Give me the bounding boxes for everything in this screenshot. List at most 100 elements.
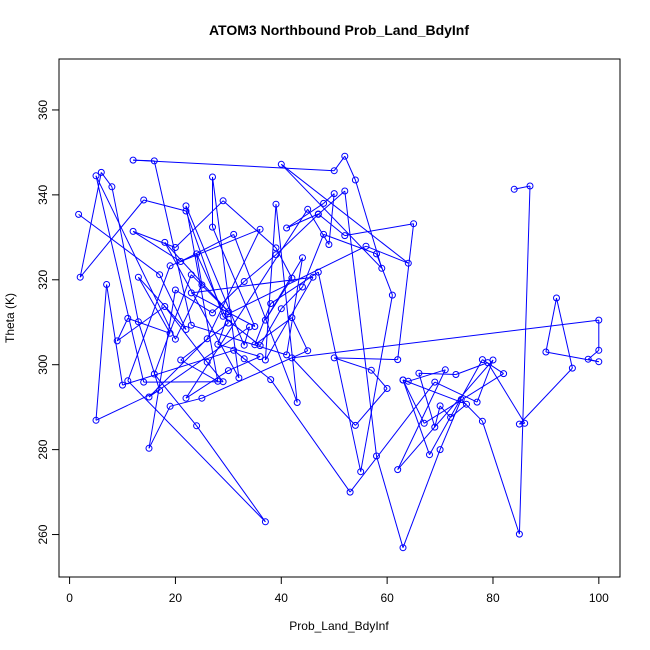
series-segment — [148, 289, 176, 449]
series-segment — [164, 242, 240, 379]
series-segment — [143, 199, 187, 212]
data-point — [124, 377, 132, 385]
x-tick-label: 40 — [275, 591, 289, 605]
series-segment — [365, 245, 409, 264]
series-segment — [228, 356, 261, 372]
series-segment — [79, 199, 145, 278]
series-segment — [418, 372, 456, 375]
data-point — [145, 444, 153, 452]
series-segment — [254, 303, 272, 345]
data-point — [161, 303, 169, 310]
data-point — [272, 244, 280, 252]
series-segment — [439, 399, 462, 450]
y-tick-label: 280 — [36, 439, 50, 459]
series-segment — [153, 160, 192, 326]
data-point — [209, 309, 216, 317]
series-segment — [148, 406, 171, 449]
series-segment — [280, 163, 409, 264]
data-point — [436, 402, 444, 410]
series-segment — [233, 349, 245, 360]
data-point — [240, 278, 248, 285]
data-point — [595, 346, 603, 354]
series-segment — [185, 210, 224, 317]
data-point — [108, 183, 116, 191]
data-point — [441, 366, 449, 374]
data-point — [553, 294, 560, 302]
data-point — [304, 205, 312, 213]
data-point — [388, 291, 396, 299]
series-segment — [286, 202, 324, 229]
data-point — [478, 356, 486, 364]
series-segment — [545, 351, 599, 363]
data-point — [320, 230, 328, 238]
series-segment — [344, 155, 356, 181]
x-tick-label: 60 — [380, 591, 394, 605]
data-point — [346, 488, 354, 496]
series-segment — [344, 223, 414, 237]
data-point — [140, 196, 148, 204]
series-segment — [476, 359, 494, 403]
data-point — [219, 197, 227, 205]
data-layer — [75, 152, 603, 552]
series-segment — [212, 281, 245, 314]
data-point — [595, 316, 603, 324]
data-point — [431, 423, 439, 431]
series-segment — [159, 274, 187, 330]
series-segment — [376, 253, 393, 296]
data-point — [341, 152, 349, 160]
data-point — [140, 378, 148, 386]
data-point — [187, 271, 195, 279]
series-segment — [349, 381, 436, 493]
series-segment — [545, 297, 557, 353]
data-point — [235, 374, 243, 382]
data-point — [293, 399, 301, 406]
x-axis: 0 20 40 60 80 100 — [66, 576, 609, 605]
data-point — [521, 419, 529, 427]
data-point — [171, 286, 179, 294]
data-point — [473, 398, 481, 406]
series-segment — [482, 359, 504, 375]
data-point — [145, 393, 153, 401]
series-segment — [275, 214, 319, 256]
data-point — [182, 202, 190, 210]
series-segment — [317, 213, 346, 236]
data-point — [209, 173, 216, 181]
y-tick-label: 260 — [36, 524, 50, 544]
series-segment — [587, 349, 600, 360]
series-segment — [519, 367, 573, 425]
data-point — [299, 283, 306, 291]
series-segment — [317, 271, 362, 472]
data-point — [203, 358, 211, 366]
series-segment — [212, 226, 256, 327]
data-point — [161, 238, 169, 246]
series-segment — [291, 317, 309, 351]
series-segment — [191, 324, 287, 356]
series-segment — [286, 257, 303, 355]
data-point — [261, 356, 269, 364]
data-point — [404, 259, 412, 267]
series-segment — [397, 223, 415, 360]
data-point — [267, 376, 275, 384]
series-segment — [196, 253, 229, 324]
data-point — [314, 210, 322, 218]
series-segment — [376, 455, 404, 548]
data-point — [166, 329, 174, 337]
data-point — [373, 452, 380, 460]
data-point — [399, 544, 407, 552]
series-segment — [460, 399, 483, 422]
data-point — [75, 210, 83, 218]
series-segment — [402, 449, 441, 548]
series-segment — [518, 185, 531, 535]
series-segment — [78, 213, 160, 276]
data-point — [299, 254, 306, 262]
data-point — [325, 241, 333, 248]
data-point — [209, 223, 216, 231]
series-segment — [137, 276, 171, 334]
data-point — [452, 371, 460, 378]
data-point — [595, 358, 603, 366]
series-segment — [270, 379, 351, 493]
series-segment — [196, 253, 203, 285]
series-segment — [481, 421, 520, 535]
series-segment — [122, 349, 234, 386]
